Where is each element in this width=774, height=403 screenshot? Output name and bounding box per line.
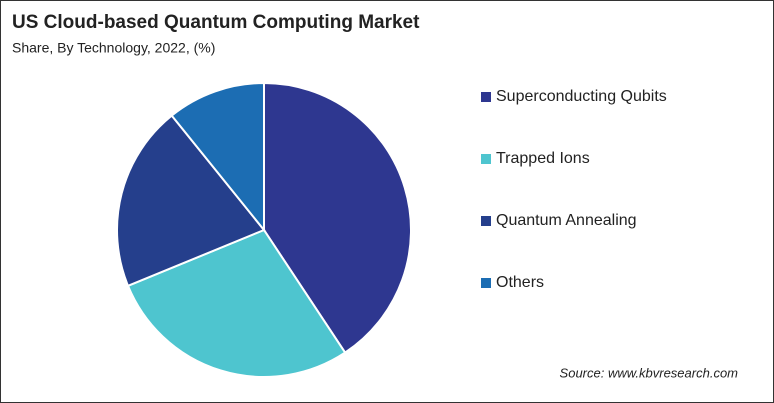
chart-subtitle: Share, By Technology, 2022, (%) — [12, 40, 215, 56]
pie-slice — [170, 81, 265, 233]
legend-swatch — [481, 154, 491, 164]
source: Source: www.kbvresearch.com — [560, 365, 739, 380]
legend-label: Trapped Ions — [496, 150, 590, 167]
legend-swatch — [481, 92, 491, 102]
legend-label: Others — [496, 274, 544, 291]
chart-title: US Cloud-based Quantum Computing Market — [12, 12, 420, 33]
legend-label: Quantum Annealing — [496, 212, 637, 229]
legend-swatch — [481, 216, 491, 226]
legend-swatch — [481, 278, 491, 288]
pie-slice — [126, 228, 347, 378]
legend-label: Superconducting Qubits — [496, 88, 667, 105]
pie-slice — [116, 114, 266, 288]
